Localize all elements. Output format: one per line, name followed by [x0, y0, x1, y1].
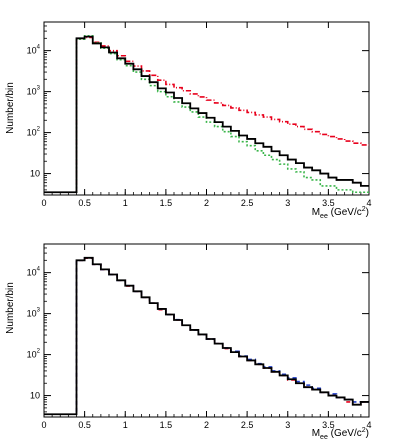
top-x-tick-label: 3 — [285, 198, 290, 208]
top-y-tick-label: 104 — [27, 45, 41, 56]
top-ylabel: Number/bin — [5, 82, 16, 134]
bottom-y-tick-label: 103 — [27, 308, 41, 319]
top-xlabel-main: M — [312, 207, 320, 218]
top-axes: 0 0.5 1 1.5 2 2.5 3 3.5 4 10 102 103 104 — [27, 21, 372, 208]
top-xlabel-sub: ee — [320, 213, 328, 220]
bottom-x-tick-label: 1 — [123, 420, 128, 430]
bottom-xlabel-sup: 2 — [362, 427, 366, 434]
bottom-series — [44, 256, 369, 416]
bottom-axes: 0 0.5 1 1.5 2 2.5 3 3.5 4 10 102 103 104 — [27, 243, 372, 430]
top-xlabel-close: ) — [366, 207, 369, 218]
bottom-xlabel-main: M — [312, 428, 320, 439]
bottom-x-tick-label: 0.5 — [78, 420, 91, 430]
top-series — [44, 35, 369, 194]
bottom-x-tick-label: 2 — [204, 420, 209, 430]
top-x-tick-label: 2.5 — [241, 198, 254, 208]
bottom-x-tick-label: 0 — [41, 420, 46, 430]
bottom-x-tick-label: 2.5 — [241, 420, 254, 430]
bottom-xlabel-sub: ee — [320, 434, 328, 441]
bottom-xlabel-unit: (GeV/c — [328, 428, 362, 439]
top-y-tick-label: 10 — [30, 169, 40, 179]
top-x-tick-label: 4 — [366, 198, 371, 208]
top-x-tick-label: 2 — [204, 198, 209, 208]
top-x-tick-label: 3.5 — [322, 198, 335, 208]
top-x-tick-label: 0 — [41, 198, 46, 208]
bottom-x-tick-label: 4 — [366, 420, 371, 430]
bottom-xlabel: Mee (GeV/c2) — [312, 427, 369, 441]
top-series-1-line — [44, 36, 369, 194]
bottom-y-tick-label: 102 — [27, 349, 41, 360]
bottom-series-0-line — [44, 256, 369, 416]
bottom-y-tick-label: 10 — [30, 391, 40, 401]
bottom-panel: Number/bin Mee (GeV/c2) 0 0.5 1 1.5 2 2.5 3 3.5… — [5, 243, 372, 441]
top-series-0-line — [44, 35, 369, 194]
top-plot-frame — [43, 21, 370, 196]
top-xlabel: Mee (GeV/c2) — [312, 206, 369, 220]
top-y-tick-label: 103 — [27, 86, 41, 97]
top-xlabel-unit: (GeV/c — [328, 207, 362, 218]
top-x-tick-label: 1 — [123, 198, 128, 208]
bottom-y-tick-label: 104 — [27, 267, 41, 278]
bottom-ylabel: Number/bin — [5, 282, 16, 334]
top-x-tick-label: 1.5 — [160, 198, 173, 208]
bottom-x-tick-label: 1.5 — [160, 420, 173, 430]
top-panel: Number/bin Mee (GeV/c2) 0 0.5 1 1.5 2 2.5 3 3.5… — [5, 21, 372, 220]
bottom-xlabel-close: ) — [366, 428, 369, 439]
top-y-tick-label: 102 — [27, 127, 41, 138]
top-xlabel-sup: 2 — [362, 206, 366, 213]
bottom-x-tick-label: 3 — [285, 420, 290, 430]
top-x-tick-label: 0.5 — [78, 198, 91, 208]
bottom-x-tick-label: 3.5 — [322, 420, 335, 430]
